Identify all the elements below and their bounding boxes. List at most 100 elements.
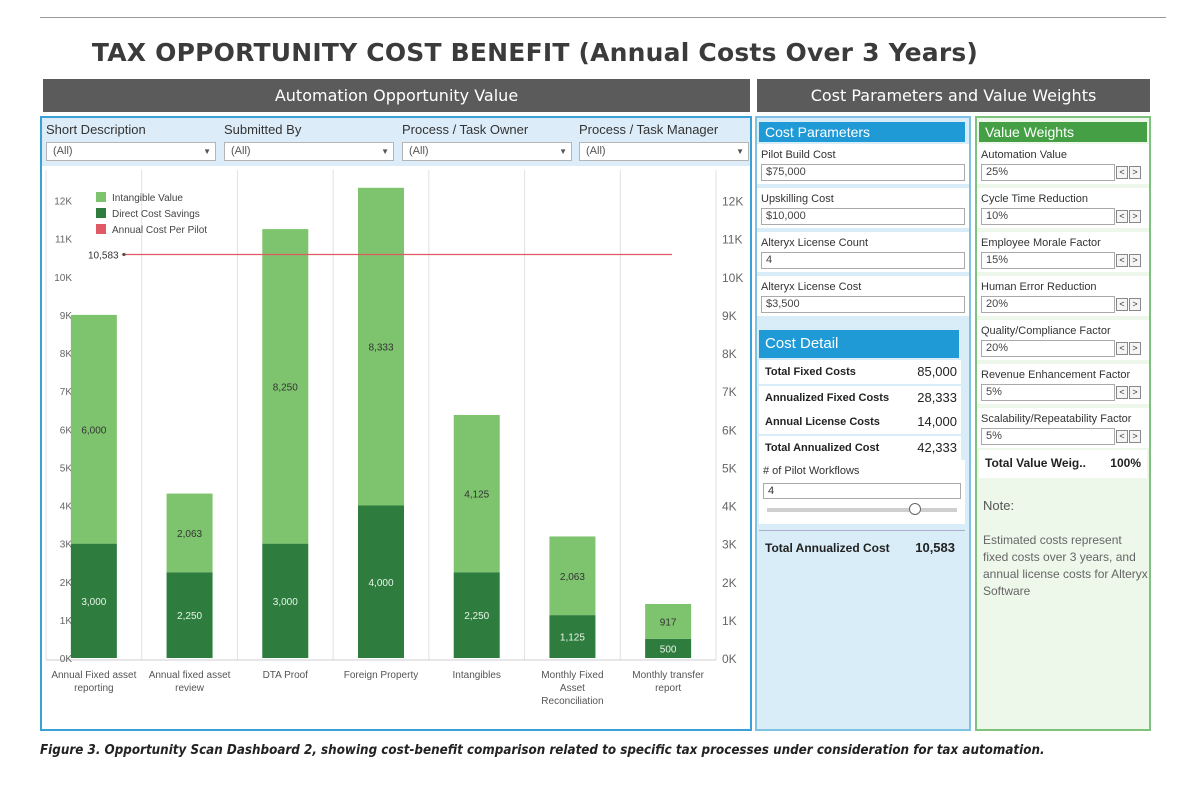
y-tick-label-left: 10K — [54, 273, 72, 284]
quality-compliance-factor-input[interactable]: 20% — [981, 340, 1115, 357]
bar-label-direct: 3,000 — [81, 597, 106, 608]
pilot-workflows-slider-thumb[interactable] — [909, 503, 922, 515]
weight-label: Cycle Time Reduction — [981, 193, 1088, 205]
x-category-label: Annual Fixed asset — [51, 670, 136, 681]
y-tick-label-left: 11K — [55, 235, 72, 246]
increment-icon[interactable]: > — [1129, 298, 1141, 311]
weight-automation-value: Automation Value 25% < > — [977, 144, 1149, 184]
total-annualized-cost-label: Total Annualized Cost — [765, 541, 890, 555]
dropdown-caret-icon: ▼ — [559, 147, 567, 156]
decrement-icon[interactable]: < — [1116, 254, 1128, 267]
bar-direct-cost-savings — [70, 543, 117, 658]
param-pilot-build-cost: Pilot Build Cost $75,000 — [757, 144, 969, 184]
automation-opportunity-panel: Short Description (All) ▼ Submitted By (… — [40, 116, 752, 731]
y-tick-label-left: 3K — [60, 540, 73, 551]
revenue-enhancement-factor-input[interactable]: 5% — [981, 384, 1115, 401]
legend-swatch — [96, 224, 106, 234]
increment-icon[interactable]: > — [1129, 166, 1141, 179]
weight-human-error-reduction: Human Error Reduction 20% < > — [977, 276, 1149, 316]
weight-employee-morale-factor: Employee Morale Factor 15% < > — [977, 232, 1149, 272]
cost-detail-label: Annual License Costs — [765, 416, 880, 428]
y-tick-label-right: 5K — [722, 461, 737, 475]
bar-label-intangible: 8,250 — [273, 382, 298, 393]
bar-direct-cost-savings — [453, 572, 500, 658]
y-tick-label-right: 4K — [722, 500, 737, 514]
increment-icon[interactable]: > — [1129, 342, 1141, 355]
upskilling-cost-input[interactable]: $10,000 — [761, 208, 965, 225]
license-count-input[interactable]: 4 — [761, 252, 965, 269]
increment-icon[interactable]: > — [1129, 210, 1141, 223]
pilot-workflows-label: # of Pilot Workflows — [763, 465, 860, 477]
total-value-weight-label: Total Value Weig.. — [985, 456, 1086, 470]
bar-intangible-value — [70, 314, 117, 544]
filter-dropdown-submitted-by[interactable]: (All) ▼ — [224, 142, 394, 161]
y-tick-label-right: 11K — [722, 233, 742, 247]
pilot-build-cost-input[interactable]: $75,000 — [761, 164, 965, 181]
bar-label-direct: 2,250 — [464, 611, 489, 622]
dropdown-caret-icon: ▼ — [736, 147, 744, 156]
weight-label: Automation Value — [981, 149, 1068, 161]
filter-dropdown-process-owner[interactable]: (All) ▼ — [402, 142, 572, 161]
human-error-reduction-input[interactable]: 20% — [981, 296, 1115, 313]
param-label: Pilot Build Cost — [761, 149, 836, 161]
automation-value-input[interactable]: 25% — [981, 164, 1115, 181]
bar-label-direct: 4,000 — [368, 578, 393, 589]
filter-dropdown-short-description[interactable]: (All) ▼ — [46, 142, 216, 161]
filter-value: (All) — [231, 145, 251, 157]
employee-morale-factor-input[interactable]: 15% — [981, 252, 1115, 269]
bar-intangible-value — [453, 414, 500, 573]
total-value-weight-value: 100% — [1110, 456, 1141, 470]
bar-label-direct: 3,000 — [273, 597, 298, 608]
total-annualized-cost-value: 10,583 — [915, 540, 955, 555]
y-tick-label-right: 7K — [722, 385, 737, 399]
license-cost-input[interactable]: $3,500 — [761, 296, 965, 313]
total-annualized-cost-row: Total Annualized Cost 10,583 — [759, 530, 965, 564]
page-title: TAX OPPORTUNITY COST BENEFIT (Annual Cos… — [91, 38, 979, 67]
x-category-label: Reconciliation — [541, 696, 603, 707]
weight-cycle-time-reduction: Cycle Time Reduction 10% < > — [977, 188, 1149, 228]
filter-dropdown-process-manager[interactable]: (All) ▼ — [579, 142, 749, 161]
decrement-icon[interactable]: < — [1116, 166, 1128, 179]
decrement-icon[interactable]: < — [1116, 386, 1128, 399]
cycle-time-reduction-input[interactable]: 10% — [981, 208, 1115, 225]
pilot-workflows-input[interactable]: 4 — [763, 483, 961, 499]
x-category-label: reporting — [74, 683, 113, 694]
legend-label: Intangible Value — [112, 193, 183, 204]
increment-icon[interactable]: > — [1129, 254, 1141, 267]
y-tick-label-right: 2K — [722, 576, 737, 590]
note-text: Estimated costs represent fixed costs ov… — [983, 533, 1148, 598]
cost-parameters-panel: Cost Parameters Pilot Build Cost $75,000… — [755, 116, 971, 731]
bar-label-direct: 500 — [660, 644, 677, 655]
y-tick-label-right: 0K — [722, 652, 737, 666]
bar-direct-cost-savings — [166, 572, 213, 658]
bar-label-intangible: 2,063 — [560, 572, 585, 583]
weight-scalability-repeatability-factor: Scalability/Repeatability Factor 5% < > — [977, 408, 1149, 448]
filter-value: (All) — [409, 145, 429, 157]
pilot-workflows-slider-track[interactable] — [767, 508, 957, 512]
x-category-label: review — [175, 683, 205, 694]
scalability-repeatability-factor-input[interactable]: 5% — [981, 428, 1115, 445]
x-category-label: Annual fixed asset — [149, 670, 231, 681]
figure-caption: Figure 3. Opportunity Scan Dashboard 2, … — [40, 743, 1045, 758]
y-tick-label-right: 12K — [722, 195, 743, 209]
note-title: Note: — [983, 498, 1015, 513]
y-tick-label-left: 5K — [60, 463, 73, 474]
bar-label-intangible: 917 — [660, 617, 677, 628]
decrement-icon[interactable]: < — [1116, 210, 1128, 223]
bar-label-intangible: 8,333 — [368, 343, 393, 354]
cost-detail-value: 14,000 — [917, 414, 957, 429]
increment-icon[interactable]: > — [1129, 386, 1141, 399]
cost-detail-title: Cost Detail — [759, 330, 959, 358]
bar-direct-cost-savings — [645, 638, 692, 658]
increment-icon[interactable]: > — [1129, 430, 1141, 443]
decrement-icon[interactable]: < — [1116, 298, 1128, 311]
cost-parameters-header: Cost Parameters and Value Weights — [757, 79, 1150, 112]
decrement-icon[interactable]: < — [1116, 342, 1128, 355]
decrement-icon[interactable]: < — [1116, 430, 1128, 443]
filter-process-owner: Process / Task Owner (All) ▼ — [402, 122, 572, 161]
y-tick-label-left: 2K — [60, 578, 73, 589]
weight-revenue-enhancement-factor: Revenue Enhancement Factor 5% < > — [977, 364, 1149, 404]
filter-value: (All) — [586, 145, 606, 157]
cost-detail-label: Total Annualized Cost — [765, 442, 880, 454]
dropdown-caret-icon: ▼ — [381, 147, 389, 156]
